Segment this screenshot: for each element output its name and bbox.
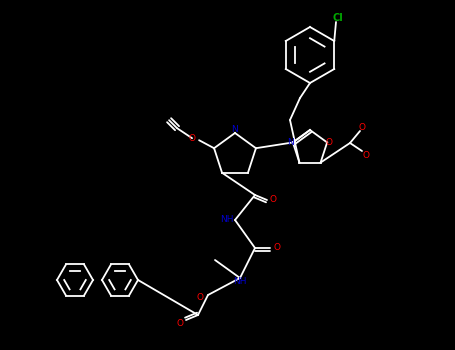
Text: Cl: Cl (333, 13, 344, 23)
Text: N: N (288, 138, 294, 147)
Text: O: O (269, 196, 277, 204)
Text: NH: NH (233, 276, 247, 286)
Text: NH: NH (220, 216, 234, 224)
Text: O: O (177, 318, 183, 328)
Text: O: O (363, 150, 369, 160)
Text: O: O (197, 293, 203, 301)
Text: O: O (359, 124, 365, 133)
Text: O: O (273, 244, 280, 252)
Text: O: O (326, 138, 333, 147)
Text: N: N (232, 126, 238, 134)
Text: O: O (188, 134, 196, 143)
